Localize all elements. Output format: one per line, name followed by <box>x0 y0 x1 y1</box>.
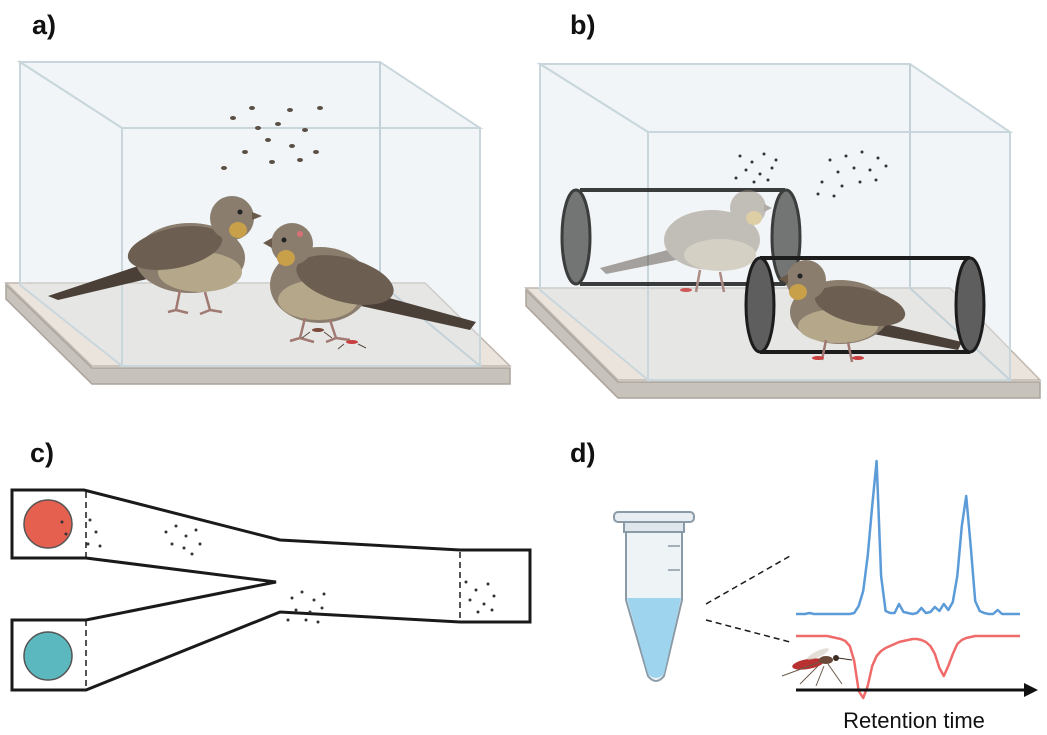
bird-icon <box>48 196 262 316</box>
panel-c: c) <box>10 438 532 692</box>
insect-swarm-b <box>734 150 888 198</box>
sample-tube-icon <box>613 511 695 682</box>
mesh-cage-icon <box>560 188 802 293</box>
panel-d-label: d) <box>570 438 595 468</box>
mesh-cage-icon <box>744 256 986 363</box>
bird-icon <box>263 223 476 344</box>
cage-a-floor-edge <box>5 283 511 385</box>
odor-chamber-teal <box>23 631 73 681</box>
mosquito-swarm-c <box>60 518 496 624</box>
odor-chamber-red <box>23 499 73 549</box>
panel-a-label: a) <box>32 10 56 40</box>
trace-red <box>796 634 1020 700</box>
panel-a: a) <box>4 10 512 385</box>
mosquito-icon <box>301 328 367 350</box>
cage-b-floor-edge <box>525 288 1041 399</box>
panel-c-label: c) <box>30 438 54 468</box>
panel-b-label: b) <box>570 10 595 40</box>
x-axis <box>796 683 1038 697</box>
panel-d: d) Retention time <box>570 438 1038 733</box>
trace-blue <box>796 459 1020 616</box>
olfactometer-icon <box>10 488 532 692</box>
panel-b: b) <box>524 10 1042 399</box>
x-axis-label: Retention time <box>843 708 985 733</box>
mosquito-icon <box>781 648 853 687</box>
chromatogram <box>796 459 1020 700</box>
insect-swarm-a <box>221 106 323 170</box>
